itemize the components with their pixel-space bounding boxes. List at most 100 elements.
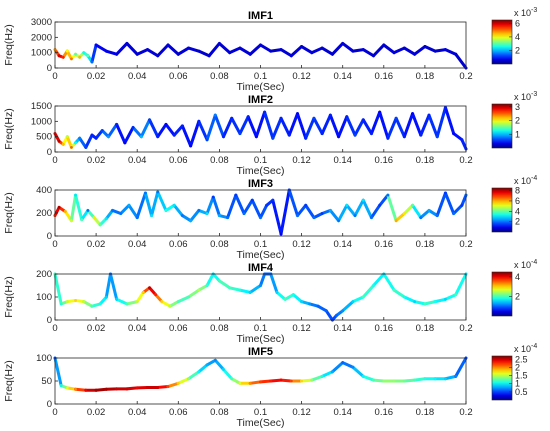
series-segment [382,43,396,55]
x-tick-label: 0.16 [375,407,394,418]
series-segment [53,205,61,218]
series-segment [443,293,458,301]
x-tick-label: 0.02 [87,239,106,250]
series-segment [259,272,267,287]
x-tick-label: 0.04 [128,71,147,82]
colorbar-exponent-base: x 10 [514,92,531,102]
data-point [341,309,345,313]
series-segment [372,378,386,383]
series-segment [337,115,349,139]
colorbar [491,187,513,233]
series-segment [454,356,468,378]
data-point [444,377,447,381]
x-tick-label: 0.06 [169,71,188,82]
data-point [378,203,382,207]
data-point [382,43,386,47]
series-segment [361,284,376,299]
series-segment [345,203,357,218]
series-segment [94,387,108,392]
y-tick-label: 0 [47,399,52,410]
y-tick-label: 100 [36,353,52,364]
data-point [331,370,334,374]
series-segment [205,272,215,287]
subplot-imf1: IMF1 0 0.02 0.04 0.06 0.08 0.1 0.12 0.14 0.16 0.18… [3,7,537,93]
data-point [115,297,119,301]
x-tick-label: 0.08 [210,239,229,250]
data-point [94,136,98,140]
series-segment [176,295,191,304]
series-segment [304,116,316,140]
data-point [238,288,242,292]
data-point [259,43,262,47]
data-point [90,133,94,137]
colorbar-exponent-base: x 10 [514,344,531,354]
data-point [435,135,439,139]
x-tick-label: 0.12 [292,155,311,166]
series-segment [372,43,386,58]
data-point [300,300,303,303]
data-point [156,386,160,389]
data-point [115,52,119,56]
colorbar-tick-label: 3 [515,102,520,112]
y-tick-label: 0 [47,315,52,326]
data-point [271,198,275,202]
series-segment [217,41,232,55]
data-point [310,378,314,382]
y-tick-label: 2000 [31,32,52,43]
x-axis-label: Time(Sec) [236,81,284,93]
data-point [234,193,238,197]
data-point [119,212,123,215]
series-segment [180,214,193,223]
data-point [392,379,396,383]
series-segment [104,208,115,221]
series-segment [300,45,314,55]
series-segment [135,191,147,220]
series-segment [205,195,215,216]
data-point [419,216,423,220]
data-point [351,49,355,53]
data-point [63,210,67,213]
series-segment [460,193,468,207]
data-point [250,198,254,202]
series-segment [320,113,332,136]
data-point [444,297,447,301]
series-segment [246,115,258,139]
data-point [452,212,456,215]
x-tick-label: 0.18 [416,71,435,82]
series-segment [433,297,447,304]
data-point [156,135,160,139]
x-tick-label: 0.2 [459,71,472,82]
colorbar-tick-label: 1 [515,379,520,389]
x-tick-label: 0.18 [416,155,435,166]
data-point [310,51,314,55]
series-segment [427,208,439,218]
x-tick-label: 0 [52,239,57,250]
data-point [156,54,160,58]
series-line [53,41,468,70]
data-point [84,146,88,149]
series-segment [419,113,431,137]
series-segment [106,122,119,139]
series-segment [394,212,406,223]
data-point [65,386,69,390]
data-point [125,387,129,391]
series-segment [242,198,254,216]
data-point [259,216,262,220]
data-point [269,49,273,53]
series-segment [115,297,129,306]
series-segment [74,193,84,222]
data-point [135,300,139,303]
data-point [211,195,215,199]
data-point [205,284,209,287]
colorbar [491,19,513,65]
series-segment [435,106,447,139]
data-point [218,279,221,283]
data-point [283,297,287,301]
x-tick-label: 0.08 [210,407,229,418]
series-segment [156,190,168,212]
series-segment [127,203,139,220]
data-point [289,379,293,383]
data-point [427,113,431,117]
x-tick-label: 0.02 [87,407,106,418]
x-tick-label: 0.14 [333,155,352,166]
